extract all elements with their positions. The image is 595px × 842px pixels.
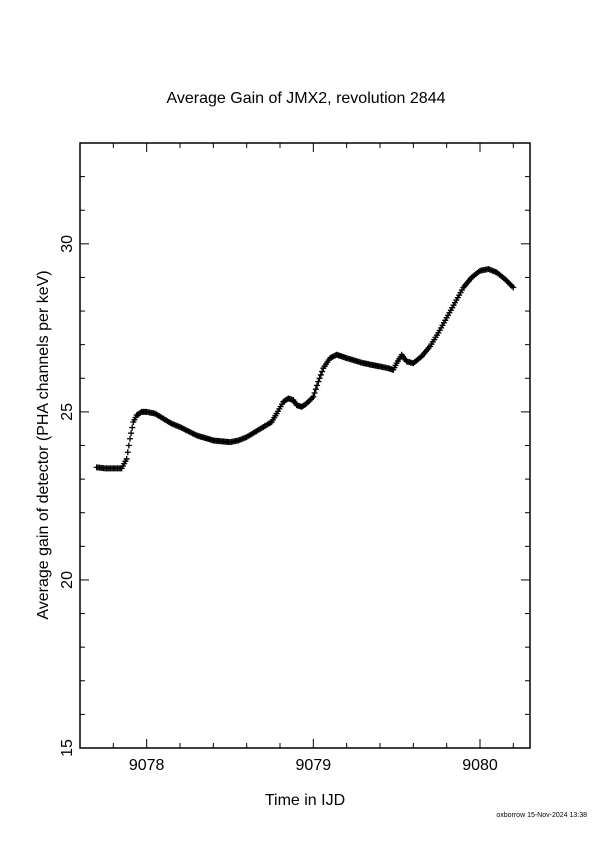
axis-ticks — [79, 142, 530, 749]
data-point — [127, 435, 133, 442]
data-point — [314, 382, 321, 389]
data-point — [307, 396, 314, 403]
data-point — [317, 371, 324, 378]
data-point — [329, 353, 336, 360]
y-tick-label: 15 — [59, 739, 76, 757]
chart-title: Average Gain of JMX2, revolution 2844 — [167, 90, 446, 107]
x-tick-label: 9079 — [296, 757, 332, 774]
data-point — [129, 424, 136, 431]
data-point — [316, 375, 323, 382]
data-point — [123, 455, 130, 462]
data-point — [315, 378, 322, 385]
data-point — [309, 395, 315, 402]
footer-credit: oxborrow 15-Nov-2024 13:38 — [496, 812, 587, 819]
data-point — [306, 397, 313, 404]
plot-frame — [79, 142, 531, 749]
data-points — [93, 266, 517, 472]
y-tick-label: 25 — [59, 403, 76, 421]
axis-tick-labels: 9078 9079 9080 15 20 25 30 — [59, 235, 498, 774]
y-tick-label: 30 — [59, 235, 76, 253]
x-axis-label: Time in IJD — [265, 792, 345, 809]
x-tick-label: 9078 — [129, 757, 165, 774]
data-point — [327, 355, 333, 362]
data-point — [331, 353, 337, 360]
data-point — [508, 283, 515, 290]
data-point — [328, 354, 335, 361]
data-point — [510, 284, 517, 291]
data-point — [124, 449, 131, 456]
data-point — [312, 386, 319, 393]
data-point — [310, 393, 317, 400]
data-point — [311, 389, 318, 396]
data-point — [125, 442, 132, 449]
data-point — [504, 278, 511, 285]
y-tick-label: 20 — [59, 571, 76, 589]
data-point — [507, 281, 514, 288]
data-point — [305, 399, 311, 406]
y-axis-label: Average gain of detector (PHA channels p… — [35, 270, 52, 619]
data-point — [506, 280, 513, 287]
data-point — [303, 400, 310, 407]
x-tick-label: 9080 — [462, 757, 498, 774]
data-point — [319, 368, 326, 375]
data-point — [128, 430, 135, 437]
